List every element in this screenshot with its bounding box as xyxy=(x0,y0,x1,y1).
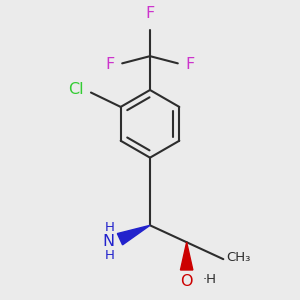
Text: F: F xyxy=(185,57,195,72)
Text: N: N xyxy=(103,234,115,249)
Text: F: F xyxy=(105,57,115,72)
Text: CH₃: CH₃ xyxy=(226,251,250,264)
Text: O: O xyxy=(180,274,193,289)
Text: Cl: Cl xyxy=(68,82,84,98)
Polygon shape xyxy=(180,242,193,270)
Text: ·H: ·H xyxy=(202,273,216,286)
Polygon shape xyxy=(117,225,150,245)
Text: H: H xyxy=(105,220,115,233)
Text: F: F xyxy=(146,7,154,22)
Text: H: H xyxy=(105,249,115,262)
